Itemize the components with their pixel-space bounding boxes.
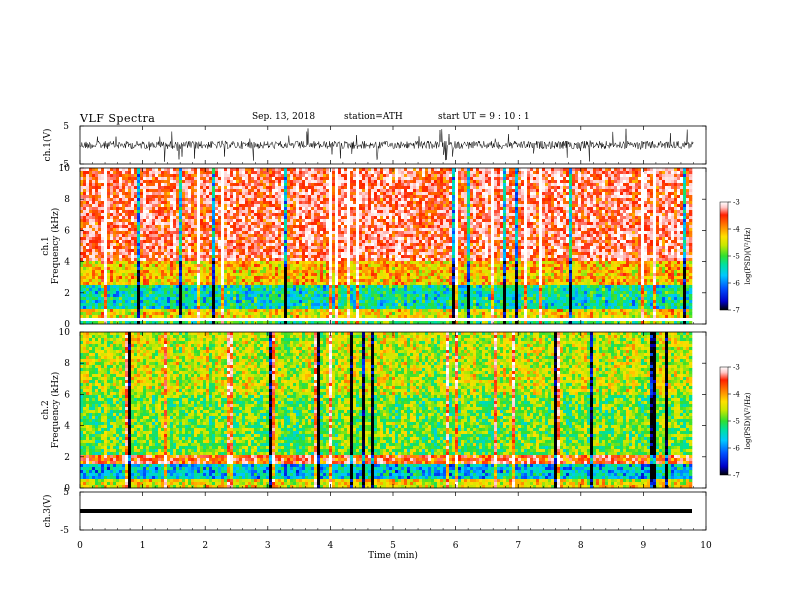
frequency-ytick-label: 0	[64, 320, 70, 330]
frequency-ytick-label: 8	[64, 359, 70, 369]
ch1-spectrogram-panel: 0 2 4 6 8 10 ch.1 Frequency (kHz) -3 -4 -5 -6 -7 …	[41, 164, 752, 330]
ch1-colorbar-bar	[719, 201, 729, 311]
ch2-colorbar-ticks: -3 -4 -5 -6 -7	[728, 364, 740, 480]
ch1-spectrogram-ylabel-channel: ch.1	[41, 236, 51, 255]
colorbar-tick-label: -3	[733, 364, 740, 372]
frequency-ytick-label: 6	[64, 390, 70, 400]
figure-title: VLF Spectra	[80, 112, 155, 125]
ch1-waveform-trace	[79, 128, 694, 162]
time-axis-tick-label: 7	[515, 541, 521, 551]
time-axis-tick-label: 3	[265, 541, 271, 551]
time-axis-tick-label: 4	[328, 541, 334, 551]
time-axis-tick-label: 8	[578, 541, 584, 551]
ch2-colorbar-label: log(PSD)(V²/Hz)	[744, 392, 752, 449]
ch1-waveform-ylabel: ch.1(V)	[42, 129, 53, 162]
ch2-colorbar-bar	[719, 366, 729, 476]
frequency-ytick-label: 4	[64, 258, 70, 268]
colorbar-tick-label: -7	[733, 307, 740, 315]
frequency-ytick-label: 2	[64, 289, 70, 299]
time-axis-tick-label: 1	[140, 541, 146, 551]
frequency-ytick-label: 4	[64, 422, 70, 432]
waveform-ytick-label: -5	[60, 160, 69, 170]
colorbar-tick-label: -6	[733, 445, 740, 453]
ch2-spectrogram-heatmap	[80, 332, 693, 489]
ch3-waveform-panel: 5 -5 ch.3(V)	[42, 488, 707, 536]
ch1-waveform-yticks: 5 -5	[60, 122, 706, 170]
waveform-ytick-label: 5	[63, 488, 69, 498]
colorbar-tick-label: -5	[733, 418, 740, 426]
ch2-spectrogram-panel: 0 2 4 6 8 10 ch.2 Frequency (kHz) -3 -4 -5 -6 -7 …	[41, 328, 752, 494]
ch1-colorbar: -3 -4 -5 -6 -7 log(PSD)(V²/Hz)	[719, 199, 752, 315]
frequency-ytick-label: 0	[64, 484, 70, 494]
colorbar-tick-label: -4	[733, 391, 740, 399]
colorbar-tick-label: -6	[733, 280, 740, 288]
ch2-spectrogram-ylabel-channel: ch.2	[41, 400, 51, 419]
ch3-waveform-ylabel: ch.3(V)	[42, 495, 53, 528]
ch3-waveform-yticks: 5 -5	[60, 488, 706, 536]
frequency-ytick-label: 10	[59, 164, 71, 174]
ch2-colorbar: -3 -4 -5 -6 -7 log(PSD)(V²/Hz)	[719, 364, 752, 480]
ch1-spectrogram-heatmap	[80, 168, 693, 325]
frequency-ytick-label: 10	[59, 328, 71, 338]
colorbar-tick-label: -5	[733, 253, 740, 261]
frequency-ytick-label: 8	[64, 195, 70, 205]
station-label: station=ATH	[344, 112, 403, 122]
start-time-label: start UT = 9 : 10 : 1	[438, 112, 530, 122]
colorbar-tick-label: -7	[733, 472, 740, 480]
ch1-spectrogram-ylabel-frequency: Frequency (kHz)	[50, 208, 61, 285]
date-label: Sep. 13, 2018	[252, 112, 315, 122]
time-axis-tick-label: 6	[453, 541, 459, 551]
waveform-ytick-label: -5	[60, 526, 69, 536]
colorbar-tick-label: -3	[733, 199, 740, 207]
time-axis-tick-label: 2	[202, 541, 208, 551]
ch1-spectrogram-yticks: 0 2 4 6 8 10	[59, 164, 706, 330]
ch1-waveform-panel: 5 -5 ch.1(V)	[42, 122, 707, 170]
ch1-colorbar-label: log(PSD)(V²/Hz)	[744, 227, 752, 284]
frequency-ytick-label: 6	[64, 226, 70, 236]
waveform-ytick-label: 5	[63, 122, 69, 132]
time-axis-tick-label: 9	[641, 541, 647, 551]
ch2-spectrogram-ylabel-frequency: Frequency (kHz)	[50, 372, 61, 449]
time-axis-tick-label: 5	[390, 541, 396, 551]
time-axis-label: Time (min)	[368, 550, 418, 561]
time-axis-tick-label: 0	[77, 541, 83, 551]
colorbar-tick-label: -4	[733, 226, 740, 234]
time-axis: 0 1 2 3 4 5 6 7 8 9 10	[77, 126, 712, 551]
ch1-colorbar-ticks: -3 -4 -5 -6 -7	[728, 199, 740, 315]
time-axis-tick-label: 10	[700, 541, 712, 551]
frequency-ytick-label: 2	[64, 453, 70, 463]
ch2-spectrogram-yticks: 0 2 4 6 8 10	[59, 328, 706, 494]
ch3-waveform-trace	[80, 509, 692, 513]
